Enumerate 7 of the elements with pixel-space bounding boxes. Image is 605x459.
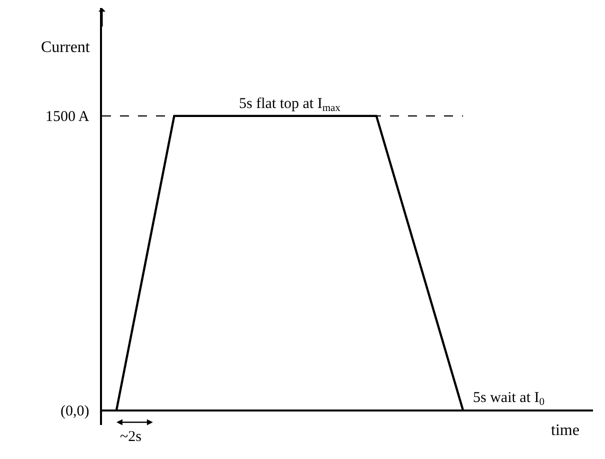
annotation: 5s flat top at I$_{max}$: [239, 96, 342, 114]
y-tick-label: (0,0): [60, 404, 90, 420]
annotation: 5s wait at I$_{0}$: [473, 390, 544, 408]
y-tick-label: 1500 A: [45, 109, 90, 126]
y-axis-title: Current: [41, 39, 90, 56]
x-axis-title: time: [551, 422, 580, 439]
text: ~2s: [120, 429, 142, 445]
